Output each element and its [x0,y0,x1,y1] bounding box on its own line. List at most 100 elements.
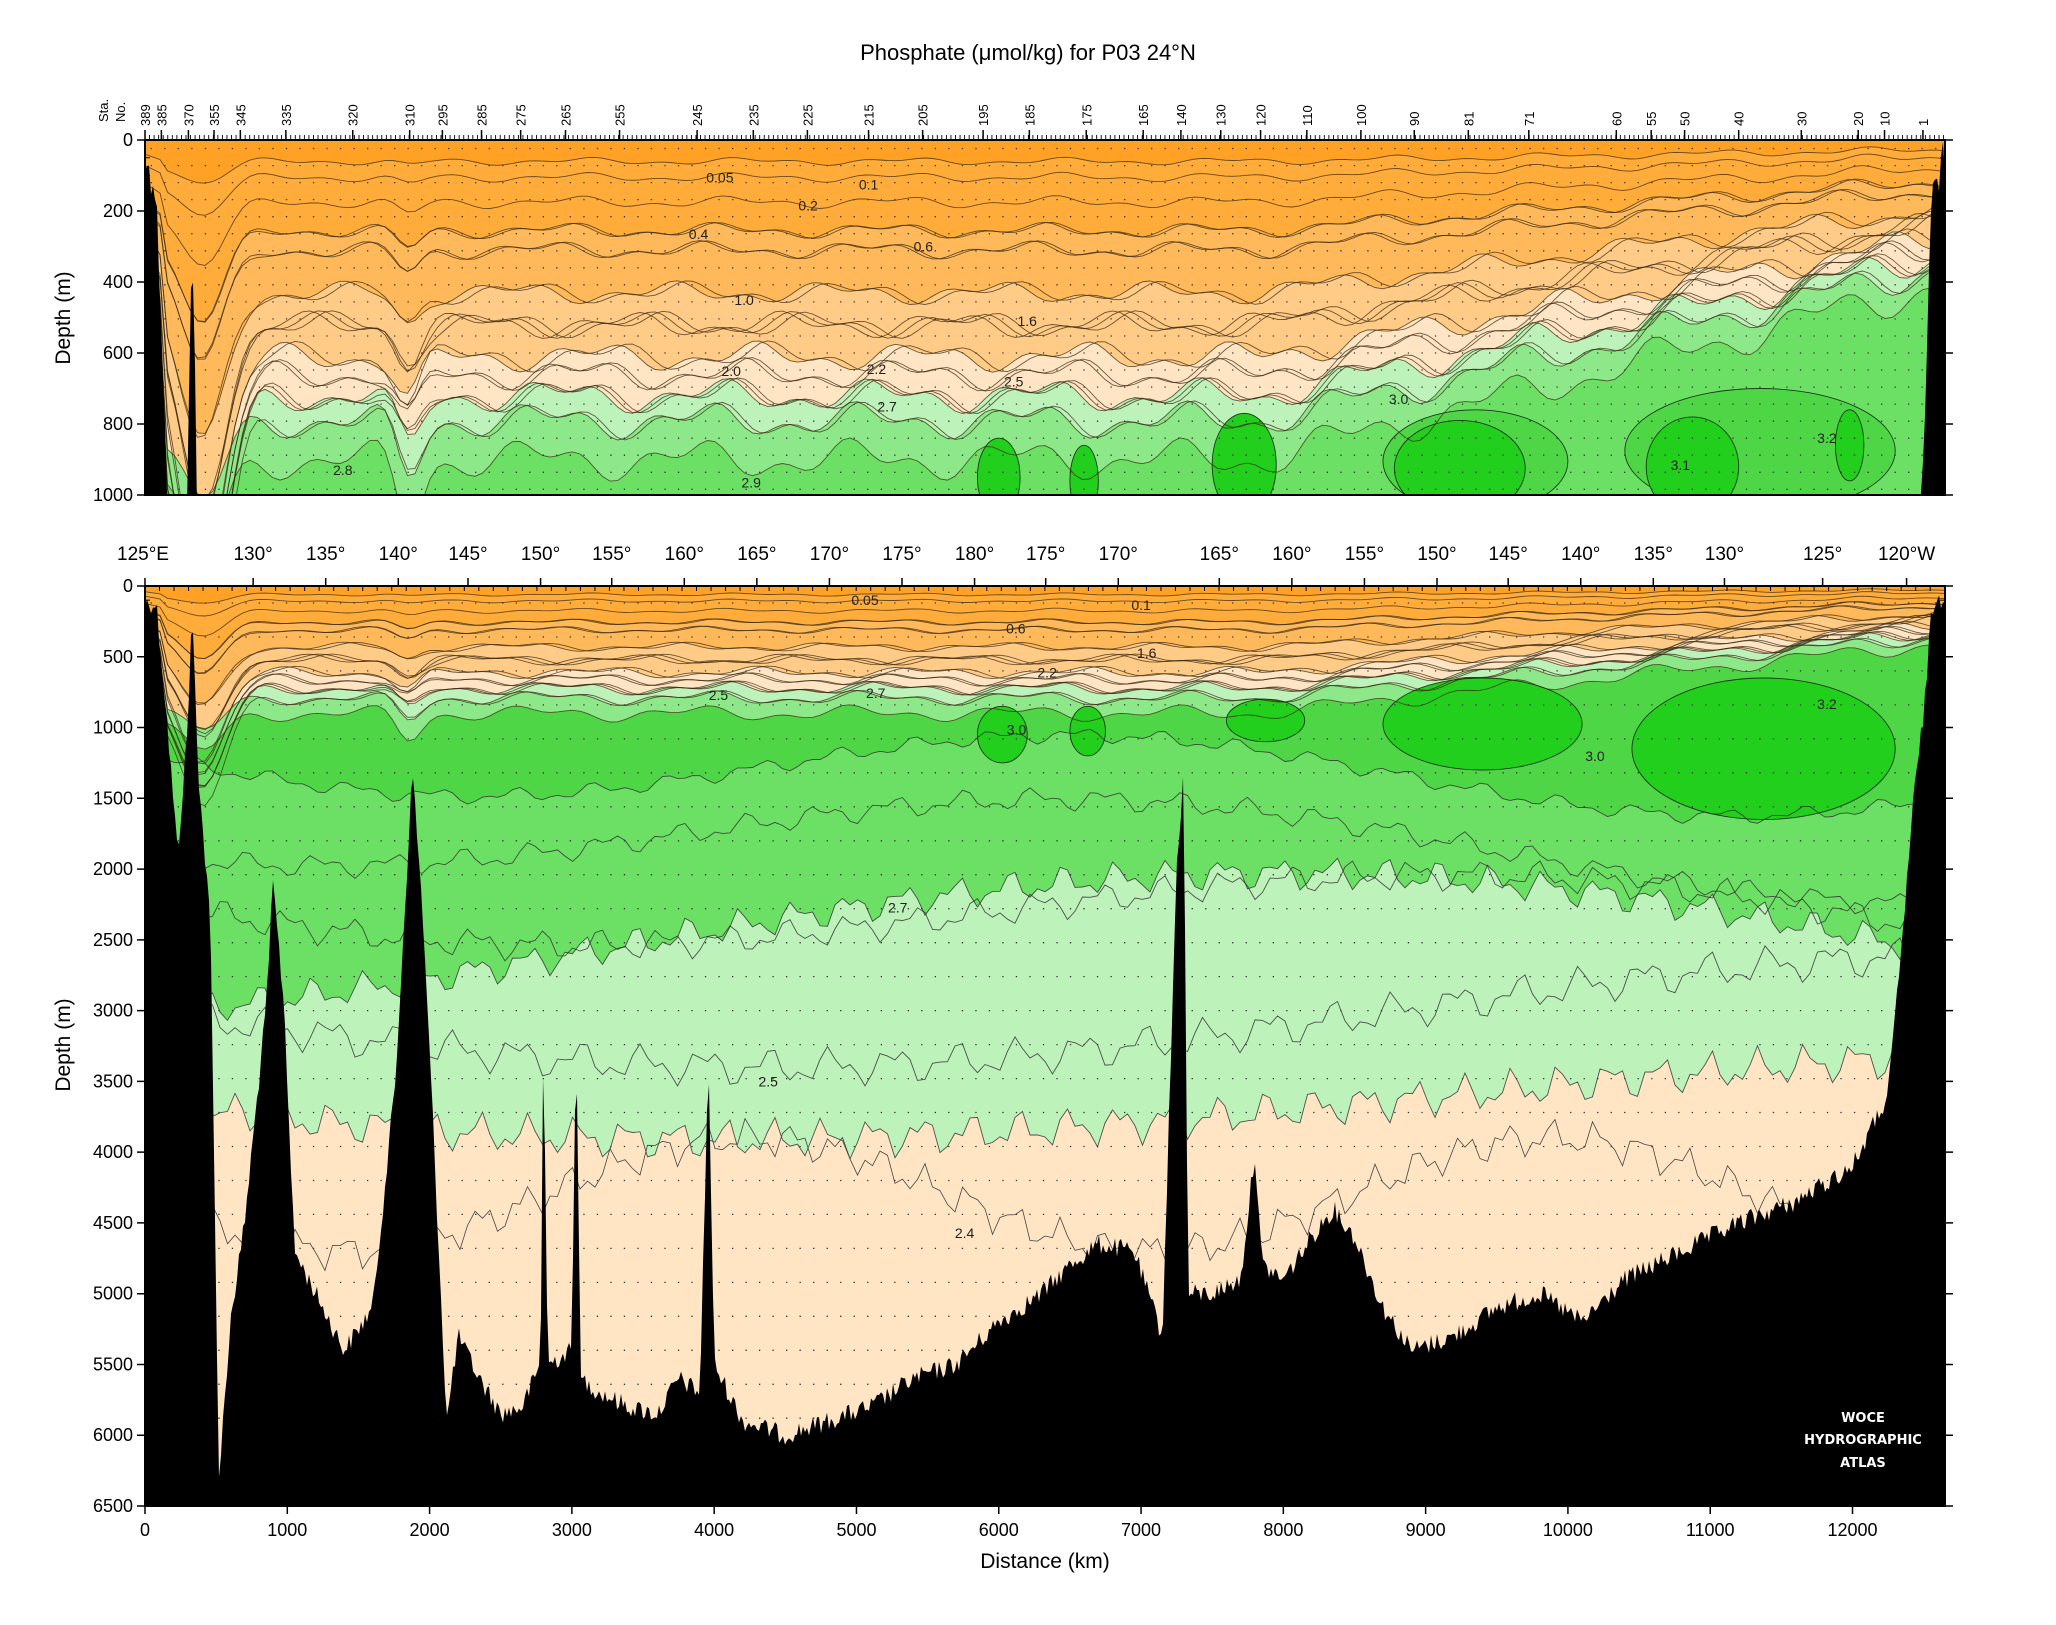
station-label: 385 [154,104,169,126]
upper-contour-lines [145,146,1945,495]
contour-label-11: 3.0 [1389,391,1409,407]
contour-line-21 [145,644,1945,750]
station-label: 100 [1354,104,1369,126]
y-tick-label: 4000 [93,1142,133,1162]
phosphate-band-1 [145,588,1945,659]
contour-line-2 [145,595,1945,637]
lon-label: 120°W [1878,544,1935,565]
upper-contour-labels: 0.05 0.1 0.2 0.4 0.6 1.0 1.6 2.0 2.2 2.5 2.7 3.0 2.8… [333,169,1837,490]
station-label: 295 [435,104,450,126]
contour-label-4: 2.2 [1037,664,1057,680]
lon-label: 135° [306,544,345,565]
patch-3-1-a [1393,420,1526,495]
contour-label-7: 2.0 [722,363,742,379]
lon-label: 155° [1345,544,1384,565]
distance-axis: 0 1000 2000 3000 4000 5000 6000 7000 8000 9000 100… [140,1496,1939,1540]
contour-label-9: 2.5 [1004,373,1024,389]
station-label: 245 [690,104,705,126]
contour-label-12: 2.4 [955,1225,975,1241]
x-tick-label: 0 [140,1520,150,1540]
station-axis-label-no: No. [113,102,128,122]
upper-sample-dots [150,147,1937,490]
phosphate-band-1 [145,146,1945,322]
lon-label: 135° [1634,544,1673,565]
patch-3-1-e [1069,444,1099,495]
patch-3-2 [1834,409,1865,482]
lon-label: 160° [1272,544,1311,565]
contour-line-18 [145,256,1945,495]
lon-label: 175° [1026,544,1065,565]
lon-label: 140° [379,544,418,565]
contour-label-1: 0.1 [859,176,879,192]
deep-contour-2 [145,860,1945,962]
station-label: 195 [976,104,991,126]
contour-line-11 [145,212,1945,495]
deep-band-4 [145,858,1945,1159]
contour-line-20 [145,269,1945,495]
contour-line-5 [145,188,1945,360]
y-tick-label: 1500 [93,788,133,808]
station-label: 71 [1522,112,1537,126]
seafloor [145,595,1945,1506]
station-label: 1 [1916,119,1931,126]
patch-3-1-d [976,437,1021,495]
lon-label: 175° [882,544,921,565]
lower-sample-dots [150,602,1937,1419]
lon-label: 140° [1561,544,1600,565]
y-tick-label: 3500 [93,1071,133,1091]
x-tick-label: 12000 [1827,1520,1877,1540]
contour-line-15 [145,241,1945,495]
station-label: 355 [207,104,222,126]
lower-bathymetry [145,595,1945,1506]
y-tick-label: 6000 [93,1425,133,1445]
station-label: 120 [1254,104,1269,126]
lon-label: 130° [233,544,272,565]
lon-label: 155° [592,544,631,565]
patch-b-3-1-a [976,705,1028,764]
lon-label: 165° [1200,544,1239,565]
station-label: 165 [1136,104,1151,126]
contour-line-1 [145,591,1945,617]
phosphate-band-6 [145,269,1945,495]
contour-line-0 [145,588,1945,604]
y-tick-label: 2500 [93,930,133,950]
y-tick-label: 2000 [93,859,133,879]
contour-line-15 [145,626,1945,774]
lower-panel: 0.05 0.1 0.6 1.6 2.2 2.5 2.7 3.0 3.2 3.0 2.7 2.5 2.4… [52,544,1953,1573]
station-label: 81 [1461,112,1476,126]
y-tick-label: 0 [123,130,133,150]
contour-line-4 [145,179,1945,322]
station-label: 185 [1022,104,1037,126]
deep-contour-1 [145,787,1945,916]
station-axis: 389 385 370 355 345 335 320 310 295 285 275 265 255 2… [138,104,1945,140]
phosphate-band-2 [145,179,1945,434]
lon-label: 180° [955,544,994,565]
y-tick-label: 500 [103,647,133,667]
lower-y-axis-title: Depth (m) [52,998,75,1091]
sample-points [150,147,1937,490]
lon-label: 125°E [117,544,169,565]
contour-label-0: 0.05 [851,592,878,608]
station-label: 335 [279,104,294,126]
contour-label-3: 1.6 [1137,645,1157,661]
x-tick-label: 11000 [1686,1520,1735,1540]
y-tick-label: 200 [103,201,133,221]
sample-points [150,602,1937,1419]
contour-label-4: 0.6 [914,239,934,255]
contour-line-20 [145,637,1945,730]
contour-line-4 [145,601,1945,659]
x-tick-label: 6000 [979,1520,1019,1540]
station-label: 55 [1644,112,1659,126]
lower-color-bands [145,586,1945,1159]
lon-label: 125° [1803,544,1842,565]
contour-label-10: 2.7 [888,899,908,915]
contour-line-2 [145,165,1945,266]
station-label: 30 [1794,112,1809,126]
station-label: 60 [1609,112,1624,126]
station-axis-label-sta: Sta. [96,99,111,122]
contour-label-6: 1.6 [1017,313,1037,329]
station-label: 130 [1214,104,1229,126]
lon-label: 170° [1099,544,1138,565]
watermark-line-1: WOCE [1841,1411,1885,1426]
longitude-axis: 125°E 130° 135° 140° 145° 150° 155° 160° 165° 170… [117,544,1946,591]
